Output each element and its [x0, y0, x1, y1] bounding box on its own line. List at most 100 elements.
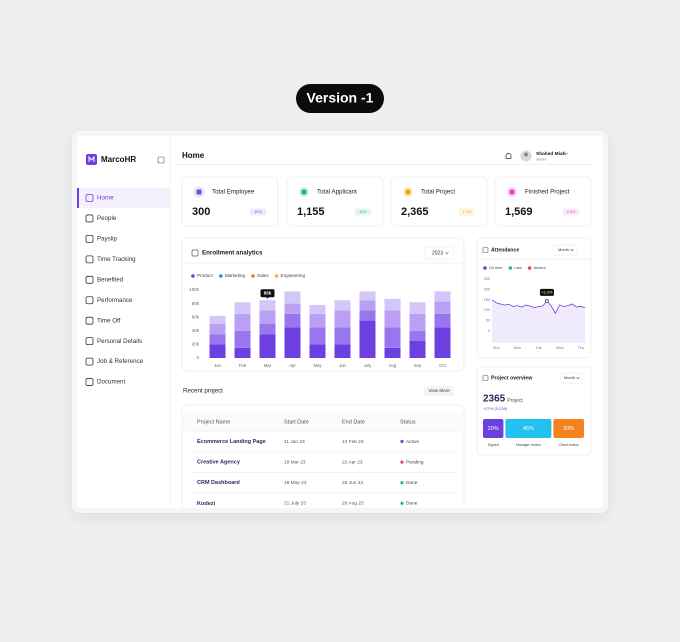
- x-tick-label: Mar: [264, 363, 272, 368]
- bar-segment: [384, 310, 401, 328]
- overview-value-label: 20%: [488, 426, 499, 432]
- overview-total: 2365: [483, 394, 506, 405]
- stat-card: [286, 176, 384, 227]
- x-tick-label: Aug: [389, 363, 397, 368]
- bar-segment: [409, 341, 426, 358]
- bar-segment: [309, 313, 326, 328]
- nav-item[interactable]: Job & Reference: [97, 358, 144, 365]
- overview-total-label: Project: [507, 398, 523, 404]
- stat-label: Total Project: [421, 189, 455, 196]
- bar-segment: [359, 320, 376, 358]
- bar-segment: [309, 327, 326, 345]
- nav-icon: [85, 316, 94, 325]
- bar-segment: [259, 334, 276, 358]
- nav-icon: [85, 255, 94, 264]
- view-more-button[interactable]: [424, 386, 454, 396]
- month-select[interactable]: [552, 244, 578, 256]
- user-name: Shahed Miah: [536, 151, 566, 157]
- end-date: 22 Apr 23: [342, 459, 363, 465]
- nav-item[interactable]: Time Tracking: [97, 256, 136, 263]
- status: Done: [406, 501, 418, 507]
- y-tick-label: 20k: [192, 342, 200, 347]
- nav-icon: [85, 275, 94, 284]
- legend-dot: [219, 274, 223, 278]
- year-select-label: 2023: [432, 250, 443, 256]
- x-tick-label: Mon: [514, 346, 521, 350]
- tooltip-label: 85k: [264, 291, 272, 296]
- brand-name: MarcoHR: [101, 155, 136, 164]
- nav-item[interactable]: Personal Details: [97, 338, 142, 345]
- bar-segment: [234, 330, 251, 348]
- bar-segment: [284, 327, 301, 358]
- y-tick-label: 100k: [189, 287, 200, 292]
- status-dot: [400, 460, 404, 464]
- overview-value-label: 30%: [563, 426, 574, 432]
- status: Done: [406, 480, 418, 486]
- tooltip-point: [545, 299, 549, 303]
- bar-segment: [334, 310, 351, 328]
- x-tick-label: Wed: [556, 346, 564, 350]
- start-date: 11 Jan 23: [284, 439, 305, 445]
- legend-dot: [191, 274, 195, 278]
- table-header: End Date: [342, 419, 365, 425]
- y-tick-label: 200: [484, 287, 490, 291]
- stat-change: 10%: [359, 210, 367, 214]
- bar-segment: [209, 324, 226, 335]
- overview-change: +27% (5,236): [483, 406, 508, 411]
- status: Active: [406, 439, 419, 445]
- tooltip-bg: [260, 289, 275, 298]
- stat-card: [181, 176, 279, 227]
- nav-item[interactable]: People: [97, 215, 117, 222]
- chart-title: Enrollment analytics: [202, 250, 263, 257]
- legend-dot: [508, 266, 513, 270]
- stat-change-bg: [355, 208, 371, 216]
- user-role: admin: [536, 158, 546, 162]
- bar-segment: [309, 304, 326, 314]
- bar-segment: [234, 313, 251, 331]
- year-select[interactable]: [424, 246, 454, 260]
- y-tick-label: 250: [484, 277, 490, 281]
- project-name: Ecommerce Landing Page: [197, 439, 266, 445]
- legend-dot: [251, 274, 255, 278]
- view-more-label[interactable]: View More: [428, 388, 450, 393]
- nav-item[interactable]: Home: [97, 195, 114, 202]
- legend-label: Sales: [257, 273, 269, 278]
- month-select[interactable]: [560, 372, 584, 384]
- attendance-card: [476, 237, 592, 359]
- tooltip-label: +1.2%: [542, 290, 553, 294]
- legend-label: Late: [514, 266, 521, 270]
- bar-segment: [409, 302, 426, 314]
- overview-category: Manager review: [516, 443, 541, 447]
- overview-segment: [505, 419, 552, 438]
- stat-change: 2.5%: [567, 210, 576, 214]
- bar-segment: [309, 344, 326, 358]
- nav-item[interactable]: Time Off: [97, 317, 121, 324]
- collapse-button[interactable]: [157, 156, 165, 164]
- chevron: [576, 376, 580, 380]
- enrollment-icon: [191, 249, 199, 257]
- stat-value: 300: [192, 206, 210, 218]
- bar-segment: [334, 300, 351, 311]
- tooltip-pointer: [266, 297, 269, 299]
- stat-value: 2,365: [401, 206, 429, 218]
- nav-item[interactable]: Benefited: [97, 276, 124, 283]
- nav-item[interactable]: Document: [97, 379, 125, 386]
- bar-segment: [259, 310, 276, 324]
- overview-category: Signed: [488, 443, 499, 447]
- stat-icon: [509, 189, 515, 195]
- stat-change: 10%: [254, 210, 262, 214]
- start-date: 18 Mar 23: [284, 459, 306, 465]
- nav-icon: [85, 378, 94, 386]
- section-title: Recent project: [183, 388, 223, 395]
- bar-segment: [409, 330, 426, 341]
- bar-segment: [209, 334, 226, 345]
- nav-item[interactable]: Performance: [97, 297, 133, 304]
- y-tick-label: 80k: [192, 301, 200, 306]
- page-title: Home: [182, 151, 205, 160]
- notification-bell[interactable]: [505, 152, 512, 159]
- nav-item[interactable]: Payslip: [97, 236, 118, 243]
- legend-label: On time: [489, 266, 502, 270]
- stat-change: 1.2%: [463, 210, 472, 214]
- app-content: MarcoHR Home People Payslip Time Tracking Ben…: [77, 136, 592, 508]
